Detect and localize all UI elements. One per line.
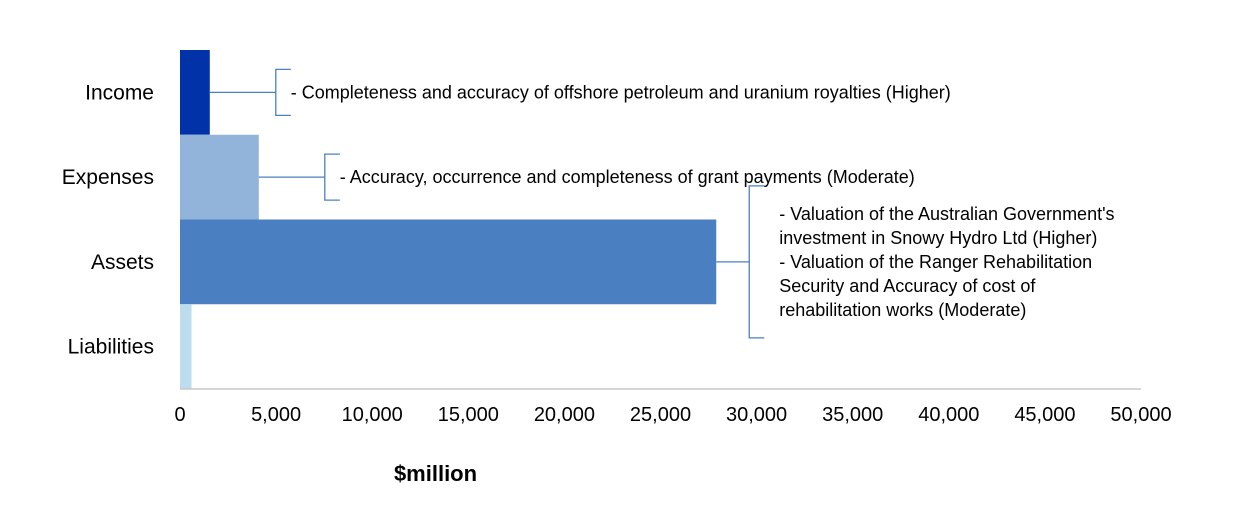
x-tick-labels: 0 5,000 10,000 15,000 20,000 25,000 30,000 35,0… [174, 404, 1171, 426]
annotation-bracket [209, 68, 291, 117]
x-axis-title: $million [394, 461, 477, 486]
annotation-assets: - Valuation of the Australian Government… [716, 185, 1115, 339]
annotations-group: - Completeness and accuracy of offshore … [209, 68, 1115, 339]
annotation-text-line: investment in Snowy Hydro Ltd (Higher) [779, 228, 1097, 248]
annotation-text-line: Security and Accuracy of cost of [779, 276, 1036, 296]
annotation-income: - Completeness and accuracy of offshore … [209, 68, 951, 117]
annotation-text-line: - Completeness and accuracy of offshore … [291, 82, 951, 102]
bar-assets [180, 219, 717, 305]
annotation-text-line: - Accuracy, occurrence and completeness … [340, 167, 915, 187]
annotation-text-line: rehabilitation works (Moderate) [779, 300, 1026, 320]
bars-group [180, 50, 717, 389]
x-tick-label: 20,000 [534, 404, 595, 426]
category-labels: Income Expenses Assets Liabilities [62, 81, 154, 358]
annotation-text-line: - Valuation of the Australian Government… [779, 204, 1114, 224]
category-label-expenses: Expenses [62, 166, 154, 189]
x-tick-label: 15,000 [438, 404, 499, 426]
x-tick-label: 25,000 [630, 404, 691, 426]
bar-expenses [180, 134, 259, 220]
bar-income [180, 50, 210, 135]
x-tick-label: 45,000 [1014, 404, 1075, 426]
annotation-bracket [716, 185, 765, 339]
x-tick-label: 35,000 [822, 404, 883, 426]
category-label-assets: Assets [91, 251, 154, 274]
annotation-text-line: - Valuation of the Ranger Rehabilitation [779, 252, 1092, 272]
annotation-bracket [258, 153, 340, 201]
category-label-liabilities: Liabilities [68, 336, 154, 359]
x-tick-label: 5,000 [251, 404, 301, 426]
category-label-income: Income [85, 81, 154, 104]
x-tick-label: 30,000 [726, 404, 787, 426]
x-tick-label: 10,000 [342, 404, 403, 426]
bar-liabilities [180, 304, 192, 389]
x-tick-label: 50,000 [1110, 404, 1171, 426]
annotation-expenses: - Accuracy, occurrence and completeness … [258, 153, 915, 201]
x-tick-label: 0 [174, 404, 185, 426]
x-tick-label: 40,000 [918, 404, 979, 426]
